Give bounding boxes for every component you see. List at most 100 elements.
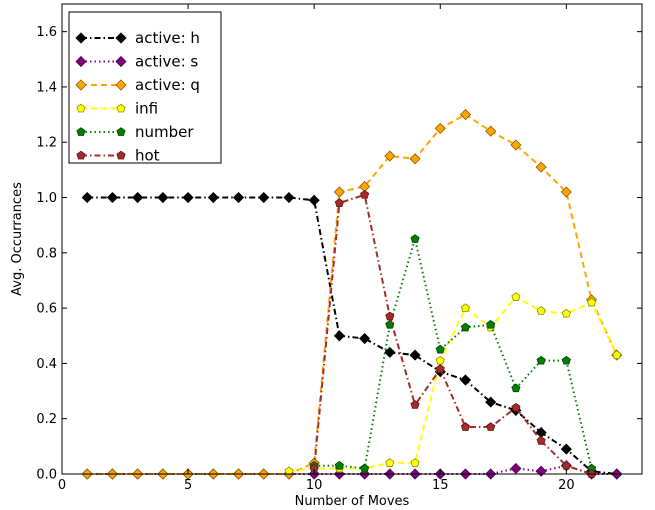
legend-marker [115, 55, 127, 68]
legend-marker [76, 127, 86, 136]
y-tick-label: 1.6 [36, 25, 57, 40]
legend-marker [115, 79, 127, 91]
legend-item: active: h [75, 29, 200, 47]
legend-label: infi [135, 100, 158, 118]
series-line [313, 193, 592, 475]
data-point [560, 443, 572, 455]
legend-box [68, 11, 222, 164]
legend-marker [76, 103, 86, 113]
y-axis-label: Avg. Occurrances [10, 182, 25, 296]
x-axis-label: Number of Moves [295, 494, 410, 509]
y-tick-label: 1.4 [36, 80, 57, 95]
data-point [360, 189, 370, 199]
legend-item: active: s [75, 53, 198, 71]
data-point [434, 122, 446, 134]
data-point [485, 125, 497, 137]
y-tick-label: 0.8 [36, 246, 57, 261]
x-tick-label: 0 [58, 478, 66, 493]
series-line [87, 113, 618, 475]
legend-marker [115, 32, 127, 44]
data-point [81, 191, 93, 204]
data-point [460, 422, 471, 431]
data-point [561, 308, 571, 318]
x-tick-label: 10 [306, 478, 323, 493]
y-tick-label: 0.2 [36, 412, 57, 427]
data-point [560, 186, 572, 198]
legend-marker [75, 55, 87, 68]
data-point [409, 153, 421, 165]
data-point [536, 355, 546, 365]
data-point [535, 465, 547, 477]
data-point [334, 460, 344, 470]
plot-frame [61, 3, 643, 475]
legend-label: active: s [135, 53, 198, 71]
data-point [283, 191, 295, 204]
data-point [536, 436, 546, 445]
data-point [486, 422, 496, 431]
data-point [410, 400, 420, 409]
data-point [410, 458, 420, 467]
legend-marker [116, 127, 126, 136]
y-tick-label: 0.6 [36, 302, 57, 317]
data-point [460, 303, 471, 312]
data-point [459, 109, 472, 121]
data-point [334, 198, 344, 207]
data-point [258, 191, 270, 204]
data-point [460, 322, 471, 332]
data-point [511, 292, 521, 301]
legend-item: hot [76, 147, 160, 165]
legend: active: h active: s active: q infi number hot [68, 11, 222, 165]
legend-label: hot [135, 147, 160, 165]
data-point [435, 355, 445, 365]
data-point [333, 186, 345, 198]
data-point [284, 466, 294, 476]
data-point [308, 194, 320, 206]
series-number [309, 234, 597, 473]
data-point [459, 374, 472, 386]
y-tick-label: 1.2 [36, 136, 57, 151]
ticks-layer: 0 5 10 15 20 0.0 0.2 0.4 0.6 0.8 1.0 1.2 1.4 1.6 [36, 4, 642, 493]
x-tick-label: 20 [558, 478, 575, 493]
series-active-q [81, 109, 623, 480]
series-infi [284, 292, 622, 476]
legend-item: active: q [75, 76, 200, 94]
legend-items: active: h active: s active: q infi number hot [75, 29, 200, 165]
data-point [485, 396, 497, 408]
data-point [385, 311, 395, 321]
data-point [359, 332, 371, 345]
data-point [232, 191, 245, 204]
data-point [510, 462, 522, 475]
data-point [435, 364, 445, 373]
data-point [535, 161, 547, 173]
data-point [384, 150, 396, 162]
data-point [612, 350, 622, 359]
legend-marker [75, 79, 87, 91]
data-point [409, 349, 421, 361]
legend-label: active: h [135, 29, 200, 47]
series-active-h [81, 191, 623, 480]
series-line [87, 464, 617, 475]
data-point [511, 383, 521, 393]
data-point [385, 458, 395, 467]
data-point [106, 191, 119, 204]
legend-marker [116, 150, 126, 160]
y-tick-label: 1.0 [36, 191, 57, 206]
data-point [587, 297, 597, 307]
data-point [333, 330, 345, 342]
data-point [510, 139, 522, 151]
data-point [384, 346, 396, 358]
legend-item: number [76, 123, 194, 141]
legend-item: infi [76, 100, 158, 118]
data-point [182, 191, 194, 204]
data-point [410, 234, 420, 243]
legend-label: number [135, 123, 194, 141]
data-point [561, 355, 571, 365]
series-layer [81, 109, 623, 480]
y-tick-label: 0.4 [36, 357, 57, 372]
series-line [314, 235, 593, 470]
data-point [132, 191, 144, 204]
data-point [536, 306, 546, 315]
data-point [435, 344, 445, 354]
legend-marker [116, 103, 126, 113]
